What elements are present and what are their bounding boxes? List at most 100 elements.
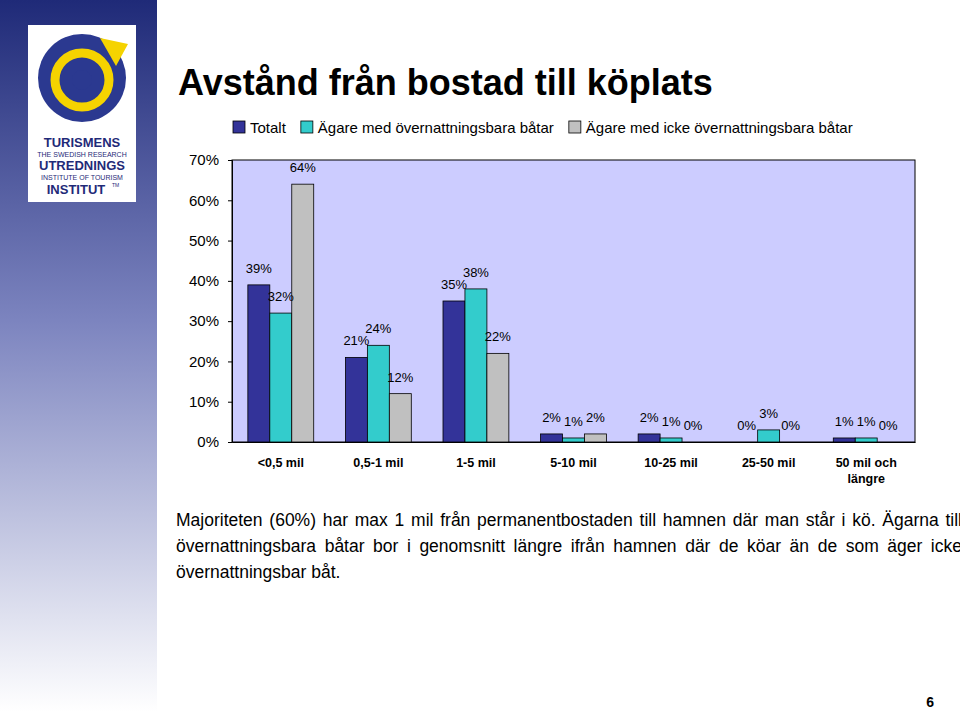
logo-box: [28, 25, 136, 202]
data-label: 64%: [290, 160, 316, 175]
tick-label: 30%: [189, 312, 219, 329]
logo-text: INSTITUTE OF TOURISM: [41, 174, 123, 181]
tick-label: 10%: [189, 393, 219, 410]
tick-mark: [228, 321, 232, 322]
logo: TURISMENSTHE SWEDISH RESEARCHUTREDNINGSI…: [28, 25, 136, 202]
tick-label: 50 mil ochlängre: [836, 456, 897, 486]
tick: 60%: [189, 192, 232, 209]
bar: [758, 430, 780, 442]
caption: Majoriteten (60%) har max 1 mil från per…: [176, 507, 960, 585]
data-label: 1%: [857, 414, 876, 429]
data-label: 0%: [781, 418, 800, 433]
tick-label: 0,5-1 mil: [353, 456, 403, 470]
tick: 50%: [189, 232, 232, 249]
data-label: 32%: [268, 289, 294, 304]
tick-mark: [228, 442, 232, 443]
data-label: 1%: [662, 414, 681, 429]
logo-ring: [55, 53, 109, 107]
tick: 5-10 mil: [550, 456, 597, 470]
bar: [682, 442, 704, 443]
tick-label: 25-50 mil: [742, 456, 796, 470]
legend-label: Totalt: [250, 119, 287, 136]
logo-text: TURISMENS: [44, 135, 121, 150]
bar: [541, 434, 563, 442]
bar: [855, 438, 877, 442]
logo-text: UTREDNINGS: [39, 158, 125, 173]
bar: [443, 301, 465, 442]
data-label: 0%: [737, 418, 756, 433]
axis-line: [228, 161, 233, 443]
bar: [638, 434, 660, 442]
bar: [487, 353, 509, 442]
bar: [660, 438, 682, 442]
bar: [367, 345, 389, 442]
data-label: 2%: [586, 410, 605, 425]
legend-swatch: [301, 121, 313, 133]
tick-label: 50%: [189, 232, 219, 249]
tick: 0%: [197, 433, 232, 450]
data-label: 12%: [387, 370, 413, 385]
tick-label: 20%: [189, 353, 219, 370]
bar: [270, 313, 292, 442]
tick: 20%: [189, 353, 232, 370]
data-label: 2%: [542, 410, 561, 425]
legend-label: Ägare med icke övernattningsbara båtar: [586, 119, 853, 136]
tick: 70%: [189, 151, 232, 168]
tick-label: 5-10 mil: [550, 456, 597, 470]
tick: 25-50 mil: [742, 456, 796, 470]
tick: 1-5 mil: [456, 456, 496, 470]
tick-label: 1-5 mil: [456, 456, 496, 470]
logo-text: TM: [112, 182, 119, 188]
tick-label: 40%: [189, 272, 219, 289]
y-axis: 0% 10% 20% 30% 40% 50% 60% 70%: [189, 151, 233, 450]
bar: [584, 434, 606, 442]
data-label: 1%: [835, 414, 854, 429]
logo-text: THE SWEDISH RESEARCH: [37, 151, 126, 158]
tick-label: 70%: [189, 151, 219, 168]
legend-label: Ägare med övernattningsbara båtar: [318, 119, 554, 136]
tick: <0,5 mil: [258, 456, 304, 470]
legend: Totalt Ägare med övernattningsbara båtar Ä…: [233, 119, 853, 136]
data-label: 1%: [564, 414, 583, 429]
page-number: 6: [926, 694, 934, 710]
plot-frame: [232, 160, 915, 442]
tick: 0,5-1 mil: [353, 456, 403, 470]
logo-wedge: [100, 38, 128, 66]
tick-label: 10-25 mil: [644, 456, 698, 470]
tick-mark: [228, 402, 232, 403]
bar: [248, 285, 270, 442]
logo-text: INSTITUT: [47, 182, 106, 197]
tick-mark: [228, 281, 232, 282]
canvas: TURISMENSTHE SWEDISH RESEARCHUTREDNINGSI…: [0, 0, 960, 712]
tick: 30%: [189, 312, 232, 329]
tick: 10-25 mil: [644, 456, 698, 470]
bars: [248, 184, 877, 442]
bar: [345, 357, 367, 442]
tick: 10%: [189, 393, 232, 410]
tick-label: <0,5 mil: [258, 456, 304, 470]
tick-label: 60%: [189, 192, 219, 209]
data-label: 0%: [684, 418, 703, 433]
tick-mark: [228, 361, 232, 362]
bar: [833, 438, 855, 442]
data-label: 39%: [246, 261, 272, 276]
bar: [465, 289, 487, 442]
sidebar: [0, 0, 157, 712]
data-label: 2%: [640, 410, 659, 425]
tick-label: 0%: [197, 433, 219, 450]
data-label: 24%: [365, 321, 391, 336]
data-label: 22%: [485, 329, 511, 344]
tick-mark: [228, 200, 232, 201]
legend-swatch: [233, 121, 245, 133]
tick-mark: [228, 160, 232, 161]
bar: [780, 442, 802, 443]
x-axis: <0,5 mil 0,5-1 mil 1-5 mil 5-10 mil 10-25 mi…: [233, 443, 916, 487]
bar: [292, 184, 314, 442]
bar: [563, 438, 585, 442]
tick: 50 mil ochlängre: [836, 456, 897, 486]
data-label: 38%: [463, 265, 489, 280]
legend-swatch: [569, 121, 581, 133]
title: Avstånd från bostad till köplats: [178, 62, 713, 103]
logo-core: [72, 70, 92, 90]
data-labels: 39%21%35%2%2%0%1%32%24%38%1%1%3%1%64%12%…: [246, 160, 898, 433]
